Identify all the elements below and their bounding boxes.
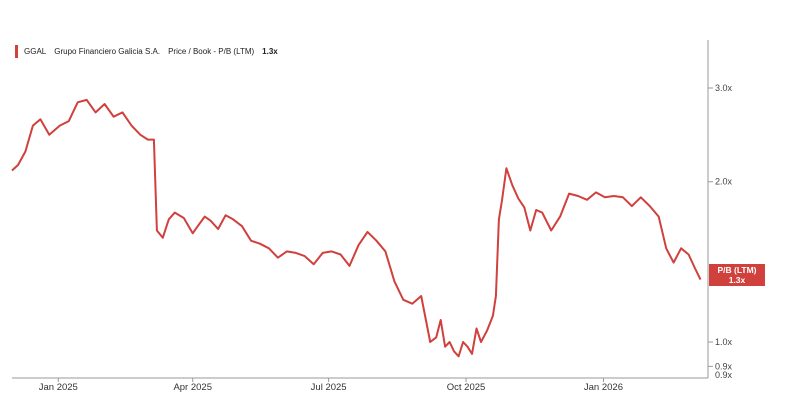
y-tick-label: 2.0x (715, 177, 733, 187)
plot-area (11, 98, 702, 358)
x-tick-label: Jan 2026 (584, 382, 623, 393)
x-tick-label: Jul 2025 (311, 382, 347, 393)
legend-metric: Price / Book - P/B (LTM) (168, 46, 255, 56)
x-tick-label: Jan 2025 (39, 382, 78, 393)
y-tick-label: 3.0x (715, 83, 733, 93)
x-tick-label: Oct 2025 (447, 382, 486, 393)
y-tick-label: 1.0x (715, 337, 733, 347)
legend: GGAL Grupo Financiero Galicia S.A. Price… (15, 44, 278, 58)
legend-ticker: GGAL (24, 46, 47, 56)
last-value-badge-label: P/B (LTM) (717, 265, 757, 275)
y-tick-label: 0.9x (715, 361, 733, 371)
x-axis: Jan 2025 Apr 2025 Jul 2025 Oct 2025 Jan 2026 (12, 377, 708, 393)
legend-company: Grupo Financiero Galicia S.A. (54, 46, 161, 56)
last-value-badge: P/B (LTM) 1.3x (709, 264, 765, 286)
y-axis: 3.0x 2.0x 1.0x 0.9x0.9x (707, 40, 733, 380)
last-value-badge-value: 1.3x (728, 275, 746, 285)
series-line (11, 98, 702, 358)
legend-swatch (15, 44, 18, 58)
legend-value: 1.3x (262, 46, 278, 56)
x-tick-label: Apr 2025 (173, 382, 212, 393)
y-tick-label: 0.9x (715, 370, 733, 380)
